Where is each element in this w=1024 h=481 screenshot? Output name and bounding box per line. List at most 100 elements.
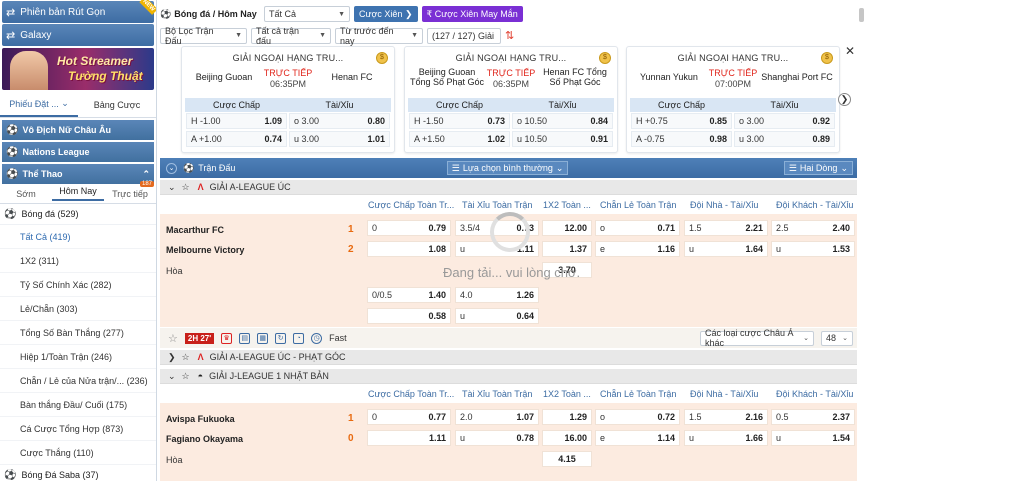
market-item[interactable]: Tổng Số Bàn Thắng (277) xyxy=(0,321,156,345)
odds-cell[interactable]: u 1.64 xyxy=(684,241,768,257)
section-sports[interactable]: ⚽ Thể Thao ⌃ xyxy=(2,164,154,184)
sport-saba-soccer[interactable]: ⚽ Bóng Đá Saba (37) xyxy=(0,465,156,481)
odds-cell[interactable]: 0.5 2.37 xyxy=(771,409,855,425)
odds-cell[interactable]: H -1.50 0.73 xyxy=(409,113,510,129)
odds-cell[interactable]: H +0.75 0.85 xyxy=(631,113,732,129)
tab-today[interactable]: Hôm Nay xyxy=(52,186,104,201)
chart-icon[interactable]: ◔ xyxy=(293,332,305,344)
market-item[interactable]: Cược Thắng (110) xyxy=(0,441,156,465)
compact-version-button[interactable]: ⇄ Phiên bản Rút Gọn NEW xyxy=(2,0,156,23)
tab-bet-list[interactable]: Bảng Cược xyxy=(78,92,156,117)
fast-link[interactable]: Fast xyxy=(329,333,347,343)
odds-cell[interactable]: 2.0 1.07 xyxy=(455,409,539,425)
match-filter-select[interactable]: Bộ Lọc Trận Đấu ▼ xyxy=(160,26,247,46)
odds-cell[interactable]: 1.5 2.21 xyxy=(684,220,768,236)
odds-cell[interactable]: 16.00 xyxy=(542,430,592,446)
odds-cell[interactable]: 1.37 xyxy=(542,241,592,257)
draw-odds-cell[interactable]: 4.15 xyxy=(542,451,592,467)
odds-cell[interactable]: H -1.00 1.09 xyxy=(186,113,287,129)
odds-cell[interactable]: 4.0 1.26 xyxy=(455,287,539,303)
clock-icon[interactable]: ◷ xyxy=(311,332,323,344)
tab-bet-slip[interactable]: Phiếu Đặt ... ⌄ xyxy=(0,92,78,117)
tab-live[interactable]: Trực tiếp 187 xyxy=(104,180,156,199)
odds-cell[interactable]: o 3.00 0.80 xyxy=(289,113,390,129)
odds-cell[interactable]: 12.00 xyxy=(542,220,592,236)
star-icon[interactable]: ☆ xyxy=(181,181,190,192)
odds-cell[interactable]: u 3.00 1.01 xyxy=(289,131,390,147)
odds-cell[interactable]: 0/0.5 1.40 xyxy=(367,287,451,303)
all-matches-select[interactable]: Tất cả trận đấu ▼ xyxy=(251,26,331,46)
stats-icon[interactable]: ▤ xyxy=(239,332,251,344)
odds-cell[interactable]: A +1.00 0.74 xyxy=(186,131,287,147)
chevron-down-icon[interactable]: ⌄ xyxy=(166,162,177,174)
section-nations-league[interactable]: ⚽ Nations League xyxy=(2,142,154,162)
odds-cell[interactable]: u 3.00 0.89 xyxy=(734,131,835,147)
star-icon[interactable]: ☆ xyxy=(168,332,178,345)
sort-select[interactable]: Từ trước đến nay ▼ xyxy=(335,26,423,46)
odds-cell[interactable]: u 0.64 xyxy=(455,308,539,324)
market-item[interactable]: Chẵn / Lẻ của Nửa trận/... (236) xyxy=(0,369,156,393)
market-item[interactable]: Bàn thắng Đầu/ Cuối (175) xyxy=(0,393,156,417)
new-badge: NEW xyxy=(139,0,156,15)
market-item[interactable]: 1X2 (311) xyxy=(0,249,156,273)
live-match-card[interactable]: GIẢI NGOẠI HẠNG TRU... $ Beijing Guoan Hena… xyxy=(181,46,395,153)
odds-cell[interactable]: o 3.00 0.92 xyxy=(734,113,835,129)
odds-cell[interactable]: 1.08 xyxy=(367,241,451,257)
odds-cell[interactable]: A -0.75 0.98 xyxy=(631,131,732,147)
tab-early[interactable]: Sớm xyxy=(16,188,36,199)
odds-cell[interactable]: u 1.53 xyxy=(771,241,855,257)
odds-cell[interactable]: 1.5 2.16 xyxy=(684,409,768,425)
odds-cell[interactable]: o 0.71 xyxy=(595,220,680,236)
galaxy-button[interactable]: ⇄ Galaxy xyxy=(2,24,154,46)
market-item[interactable]: Tất Cả (419) xyxy=(0,225,156,249)
odds-cell[interactable]: u 0.78 xyxy=(455,430,539,446)
star-icon[interactable]: ☆ xyxy=(181,370,190,381)
market-item[interactable]: Cá Cược Tổng Hợp (873) xyxy=(0,417,156,441)
market-item[interactable]: Lẻ/Chẵn (303) xyxy=(0,297,156,321)
odds-cell[interactable]: 0.58 xyxy=(367,308,451,324)
market-count-select[interactable]: 48 ⌄ xyxy=(821,330,853,346)
market-type-select[interactable]: Các loại cược Châu Á khác ⌄ xyxy=(700,328,814,348)
filter-select[interactable]: Tất Cả ▼ xyxy=(264,6,350,22)
draw-odds-cell[interactable]: 3.70 xyxy=(542,262,592,278)
chevron-right-icon[interactable]: ❯ xyxy=(838,93,851,106)
odds-cell[interactable]: 0 0.79 xyxy=(367,220,451,236)
sport-soccer[interactable]: ⚽ Bóng đá (529) xyxy=(0,204,156,225)
odds-cell[interactable]: o 0.72 xyxy=(595,409,680,425)
refresh-icon[interactable]: ↻ xyxy=(275,332,287,344)
odds-cell[interactable]: e 1.14 xyxy=(595,430,680,446)
live-match-card[interactable]: GIẢI NGOẠI HẠNG TRU... $ Beijing Guoan Tổn… xyxy=(404,46,618,153)
odds-cell[interactable]: u 1.66 xyxy=(684,430,768,446)
lucky-parlay-button[interactable]: ₹ Cược Xiên May Mắn xyxy=(421,6,523,22)
coin-icon[interactable]: $ xyxy=(821,52,833,64)
odds-cell[interactable]: o 10.50 0.84 xyxy=(512,113,613,129)
sort-order-icon[interactable]: ⇅ xyxy=(505,30,515,42)
league-row-a-league[interactable]: ⌄ ☆ Λ GIẢI A-LEAGUE ÚC xyxy=(160,180,857,195)
coin-icon[interactable]: $ xyxy=(376,52,388,64)
odds-cell[interactable]: 1.29 xyxy=(542,409,592,425)
scoreboard-icon[interactable]: ▦ xyxy=(257,332,269,344)
section-womens-euro[interactable]: ⚽ Vô Địch Nữ Châu Âu xyxy=(2,120,154,140)
odds-cell[interactable]: u 10.50 0.91 xyxy=(512,131,613,147)
odds-cell[interactable]: u 1.54 xyxy=(771,430,855,446)
row-mode-select[interactable]: ☰ Hai Dòng ⌄ xyxy=(783,161,853,175)
scrollbar-thumb[interactable] xyxy=(859,8,864,22)
league-row-j-league[interactable]: ⌄ ☆ ◓ GIẢI J-LEAGUE 1 NHẬT BẢN xyxy=(160,369,857,384)
league-row-a-league-corners[interactable]: ❯ ☆ Λ GIẢI A-LEAGUE ÚC - PHẠT GÓC xyxy=(160,350,857,365)
live-match-card[interactable]: GIẢI NGOẠI HẠNG TRU... $ Yunnan Yukun Shang… xyxy=(626,46,840,153)
market-item[interactable]: Hiệp 1/Toàn Trận (246) xyxy=(0,345,156,369)
coin-icon[interactable]: $ xyxy=(599,52,611,64)
odds-cell[interactable]: 2.5 2.40 xyxy=(771,220,855,236)
shirt-icon[interactable]: ♛ xyxy=(221,332,233,344)
league-count-button[interactable]: (127 / 127) Giải xyxy=(427,27,501,44)
market-item[interactable]: Tỷ Số Chính Xác (282) xyxy=(0,273,156,297)
star-icon[interactable]: ☆ xyxy=(181,351,190,362)
odds-cell[interactable]: A +1.50 1.02 xyxy=(409,131,510,147)
hot-streamer-banner[interactable]: Hot Streamer Tường Thuật xyxy=(2,48,154,90)
odds-cell[interactable]: 1.11 xyxy=(367,430,451,446)
parlay-button[interactable]: Cược Xiên ❯ xyxy=(354,6,418,22)
close-icon[interactable]: ✕ xyxy=(845,44,856,58)
odds-cell[interactable]: e 1.16 xyxy=(595,241,680,257)
odds-cell[interactable]: 0 0.77 xyxy=(367,409,451,425)
view-mode-select[interactable]: ☰ Lựa chọn bình thường ⌄ xyxy=(446,161,569,175)
